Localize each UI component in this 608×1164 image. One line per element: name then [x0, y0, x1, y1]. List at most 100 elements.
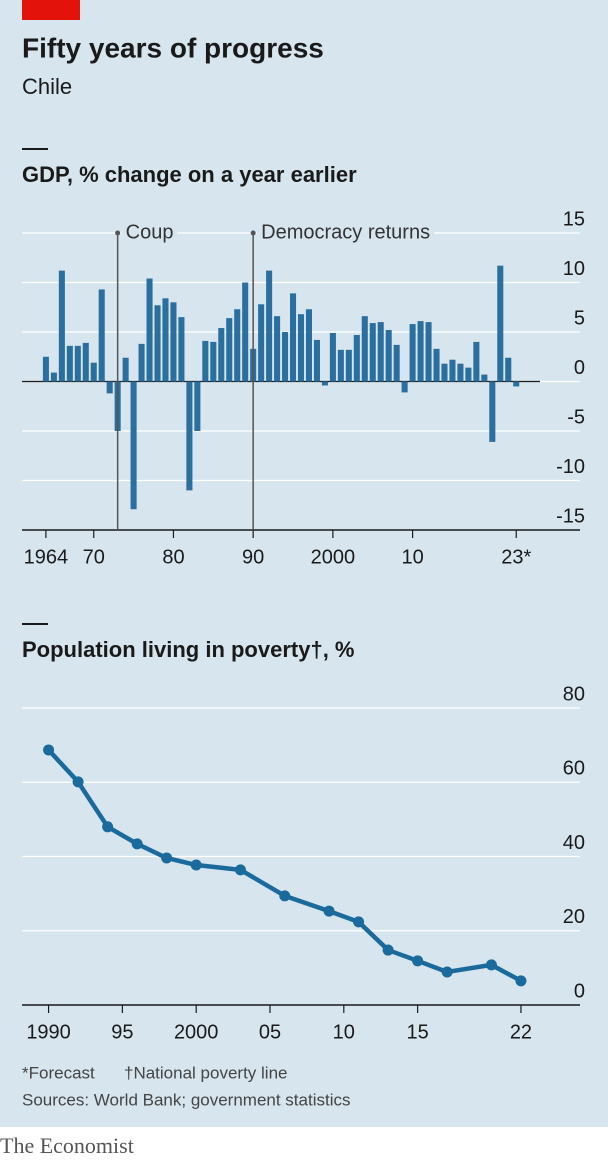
bar — [170, 302, 177, 382]
title: Fifty years of progress — [22, 32, 324, 63]
bar — [178, 317, 185, 382]
point — [234, 864, 246, 876]
bar — [497, 265, 504, 382]
chart-title: Population living in poverty†, % — [22, 637, 354, 662]
bar — [122, 357, 129, 382]
bar — [202, 340, 209, 382]
bar — [505, 357, 512, 382]
x-tick-label: 23* — [501, 546, 531, 568]
bar — [66, 345, 73, 382]
bar — [106, 381, 113, 394]
x-tick-label: 1990 — [26, 1021, 71, 1043]
y-tick-label: -5 — [567, 406, 585, 428]
bar — [242, 282, 249, 382]
bar — [194, 381, 201, 431]
bar — [82, 342, 89, 382]
bar — [337, 349, 344, 382]
point — [412, 955, 424, 967]
background — [0, 0, 608, 1127]
y-tick-label: 15 — [563, 208, 585, 230]
x-tick-label: 80 — [162, 546, 184, 568]
x-tick-label: 2000 — [311, 546, 356, 568]
bar — [50, 372, 57, 382]
bar — [274, 316, 281, 382]
bar — [154, 305, 161, 382]
bar — [146, 278, 153, 382]
bar — [266, 270, 273, 382]
point — [43, 744, 55, 756]
source: Sources: World Bank; government statisti… — [22, 1090, 351, 1109]
bar — [42, 356, 49, 382]
annotation-label: Coup — [126, 221, 174, 243]
bar — [369, 323, 376, 382]
bar — [234, 309, 241, 382]
annotation-bg — [121, 221, 178, 245]
y-tick-label: 0 — [574, 980, 585, 1002]
annotation-dot — [250, 230, 256, 236]
y-tick-label: 0 — [574, 357, 585, 379]
x-tick-label: 90 — [242, 546, 264, 568]
point — [323, 905, 335, 917]
x-tick-label: 2000 — [174, 1021, 219, 1043]
annotation-label: Democracy returns — [261, 221, 430, 243]
point — [190, 859, 202, 871]
y-tick-label: 60 — [563, 758, 585, 780]
x-tick-label: 10 — [401, 546, 423, 568]
bar — [449, 359, 456, 382]
point — [161, 852, 173, 864]
x-tick-label: 1964 — [24, 546, 69, 568]
bar — [282, 332, 289, 382]
x-tick-label: 15 — [406, 1021, 428, 1043]
red-tag — [22, 0, 80, 20]
point — [353, 916, 365, 928]
bar — [297, 314, 305, 382]
bar — [313, 339, 320, 382]
bar — [457, 363, 464, 382]
bar — [441, 363, 448, 382]
bar — [353, 334, 360, 382]
subtitle: Chile — [22, 74, 72, 99]
y-tick-label: 40 — [563, 832, 585, 854]
bar — [138, 343, 145, 382]
point — [279, 890, 291, 902]
bar — [513, 381, 520, 387]
bar — [345, 349, 352, 382]
point — [382, 944, 394, 956]
bar — [210, 341, 217, 382]
bar — [305, 309, 313, 382]
bar — [162, 298, 169, 382]
annotation-dot — [115, 230, 121, 236]
x-tick-label: 10 — [333, 1021, 355, 1043]
bar — [465, 367, 472, 382]
footnote: †National poverty line — [124, 1063, 287, 1082]
bar — [433, 348, 440, 382]
bar — [321, 381, 328, 386]
bar — [473, 341, 480, 382]
bar — [377, 322, 384, 382]
bar — [489, 381, 496, 442]
point — [515, 975, 527, 987]
point — [102, 821, 114, 833]
x-tick-label: 22 — [510, 1021, 532, 1043]
bar — [361, 316, 368, 382]
bar — [417, 321, 424, 382]
bar — [393, 344, 400, 382]
bar — [401, 381, 408, 393]
bar — [74, 345, 81, 382]
chart-title: GDP, % change on a year earlier — [22, 162, 357, 187]
brand: The Economist — [0, 1133, 134, 1158]
x-tick-label: 95 — [111, 1021, 133, 1043]
bar — [385, 330, 392, 382]
x-tick-label: 70 — [83, 546, 105, 568]
bar — [329, 332, 336, 382]
bar — [58, 270, 65, 382]
bar — [258, 304, 265, 382]
bar — [186, 381, 193, 491]
bar — [481, 374, 488, 382]
annotation-bg — [257, 221, 435, 245]
bar — [90, 362, 97, 382]
bar — [98, 289, 105, 382]
y-tick-label: -15 — [556, 505, 585, 527]
y-tick-label: -10 — [556, 456, 585, 478]
x-tick-label: 05 — [259, 1021, 281, 1043]
